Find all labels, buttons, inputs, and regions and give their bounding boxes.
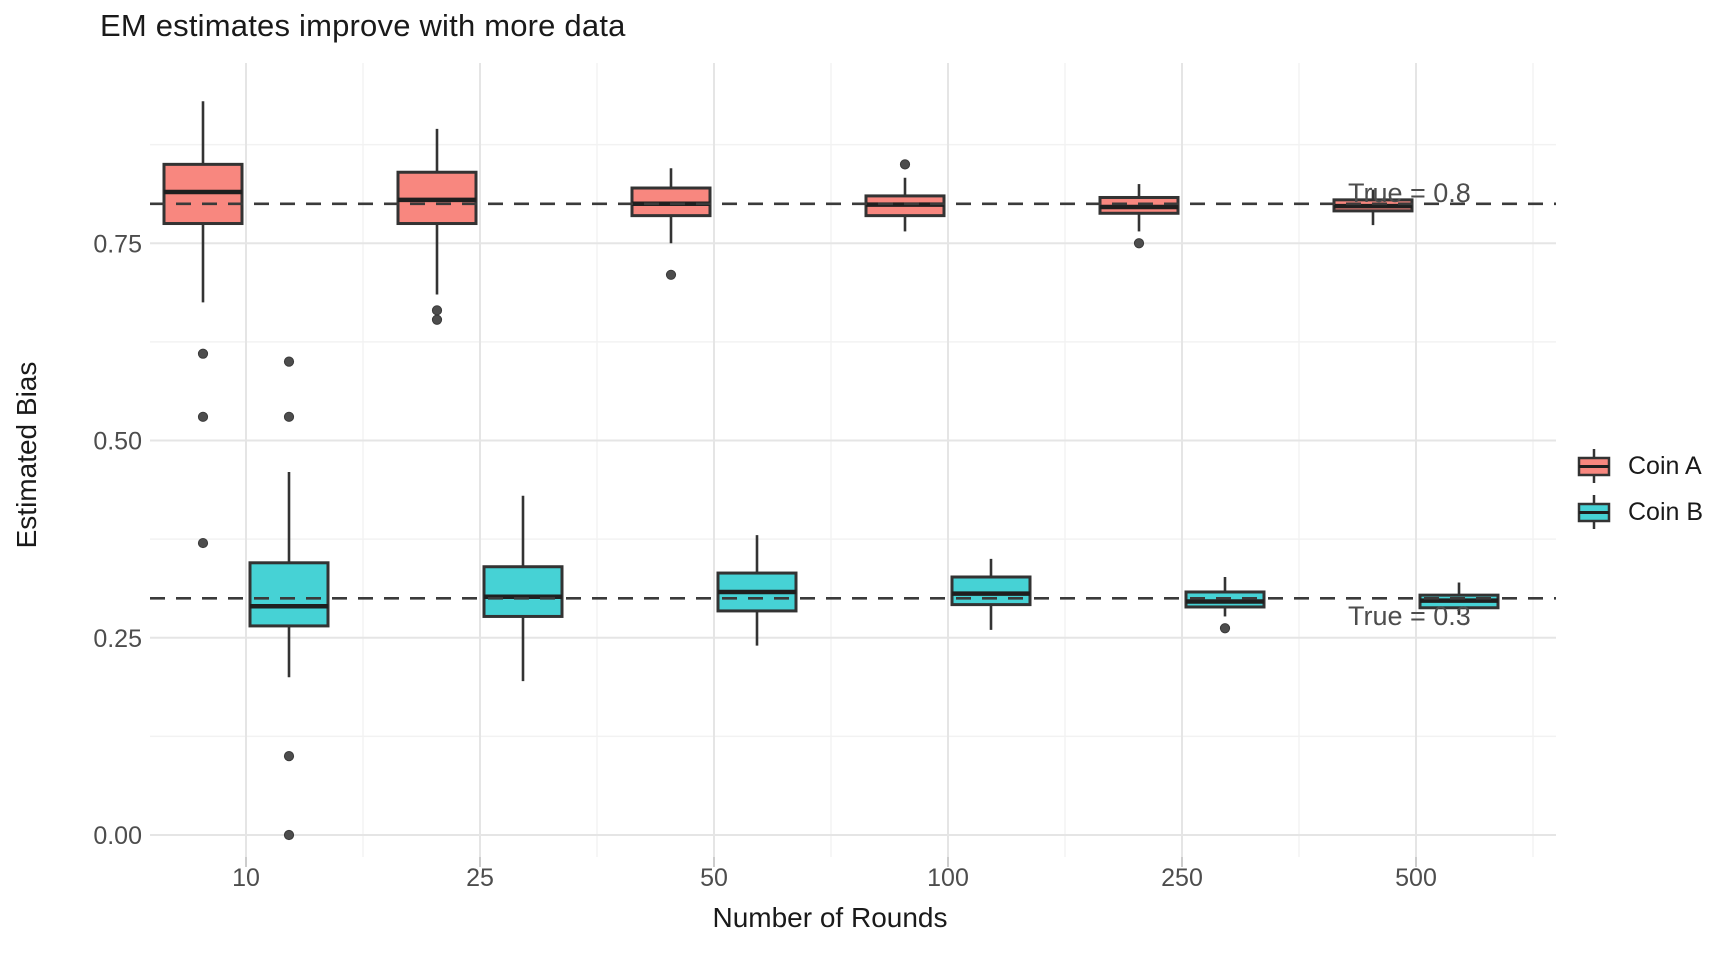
legend-item-coin-a: Coin A (1574, 446, 1703, 486)
outlier-dot (197, 411, 209, 422)
x-tick-label: 500 (1395, 864, 1437, 892)
y-tick-label: 0.50 (93, 428, 142, 456)
y-axis-title: Estimated Bias (11, 361, 42, 549)
box-coin-b-25 (482, 565, 564, 618)
outlier-dot (283, 829, 295, 841)
box-coin-b-10 (248, 561, 330, 628)
legend-item-coin-b: Coin B (1574, 492, 1703, 532)
outlier-dot (197, 537, 209, 549)
annotation-true-0-8: True = 0.8 (1348, 178, 1471, 208)
boxplot-key-icon-coin-b (1577, 495, 1611, 529)
boxplot-key-icon-coin-a (1577, 449, 1611, 483)
outlier-dot (665, 269, 677, 280)
legend-label-coin-b: Coin B (1628, 497, 1704, 526)
outlier-dot (431, 305, 443, 316)
outlier-dot (431, 314, 443, 325)
legend-label-coin-a: Coin A (1628, 451, 1702, 480)
outlier-dot (1219, 623, 1231, 634)
outlier-dot (283, 411, 295, 422)
outlier-dot (283, 751, 295, 762)
y-tick-label: 0.00 (93, 822, 142, 850)
annotation-true-0-3: True = 0.3 (1348, 601, 1471, 631)
x-axis-title: Number of Rounds (712, 902, 948, 933)
plot-title: EM estimates improve with more data (100, 8, 626, 43)
box-coin-b-100 (950, 575, 1032, 607)
x-tick-label: 25 (466, 864, 494, 892)
x-tick-label: 100 (927, 864, 969, 892)
legend: Coin A Coin B (1574, 446, 1703, 532)
x-tick-label: 10 (232, 864, 260, 892)
outlier-dot (1133, 238, 1145, 249)
y-tick-label: 0.75 (93, 230, 142, 258)
x-tick-label: 250 (1161, 864, 1203, 892)
y-tick-label: 0.25 (93, 625, 142, 653)
outlier-dot (283, 356, 295, 367)
outlier-dot (197, 348, 209, 359)
outlier-dot (899, 159, 911, 170)
x-tick-label: 50 (700, 864, 728, 892)
